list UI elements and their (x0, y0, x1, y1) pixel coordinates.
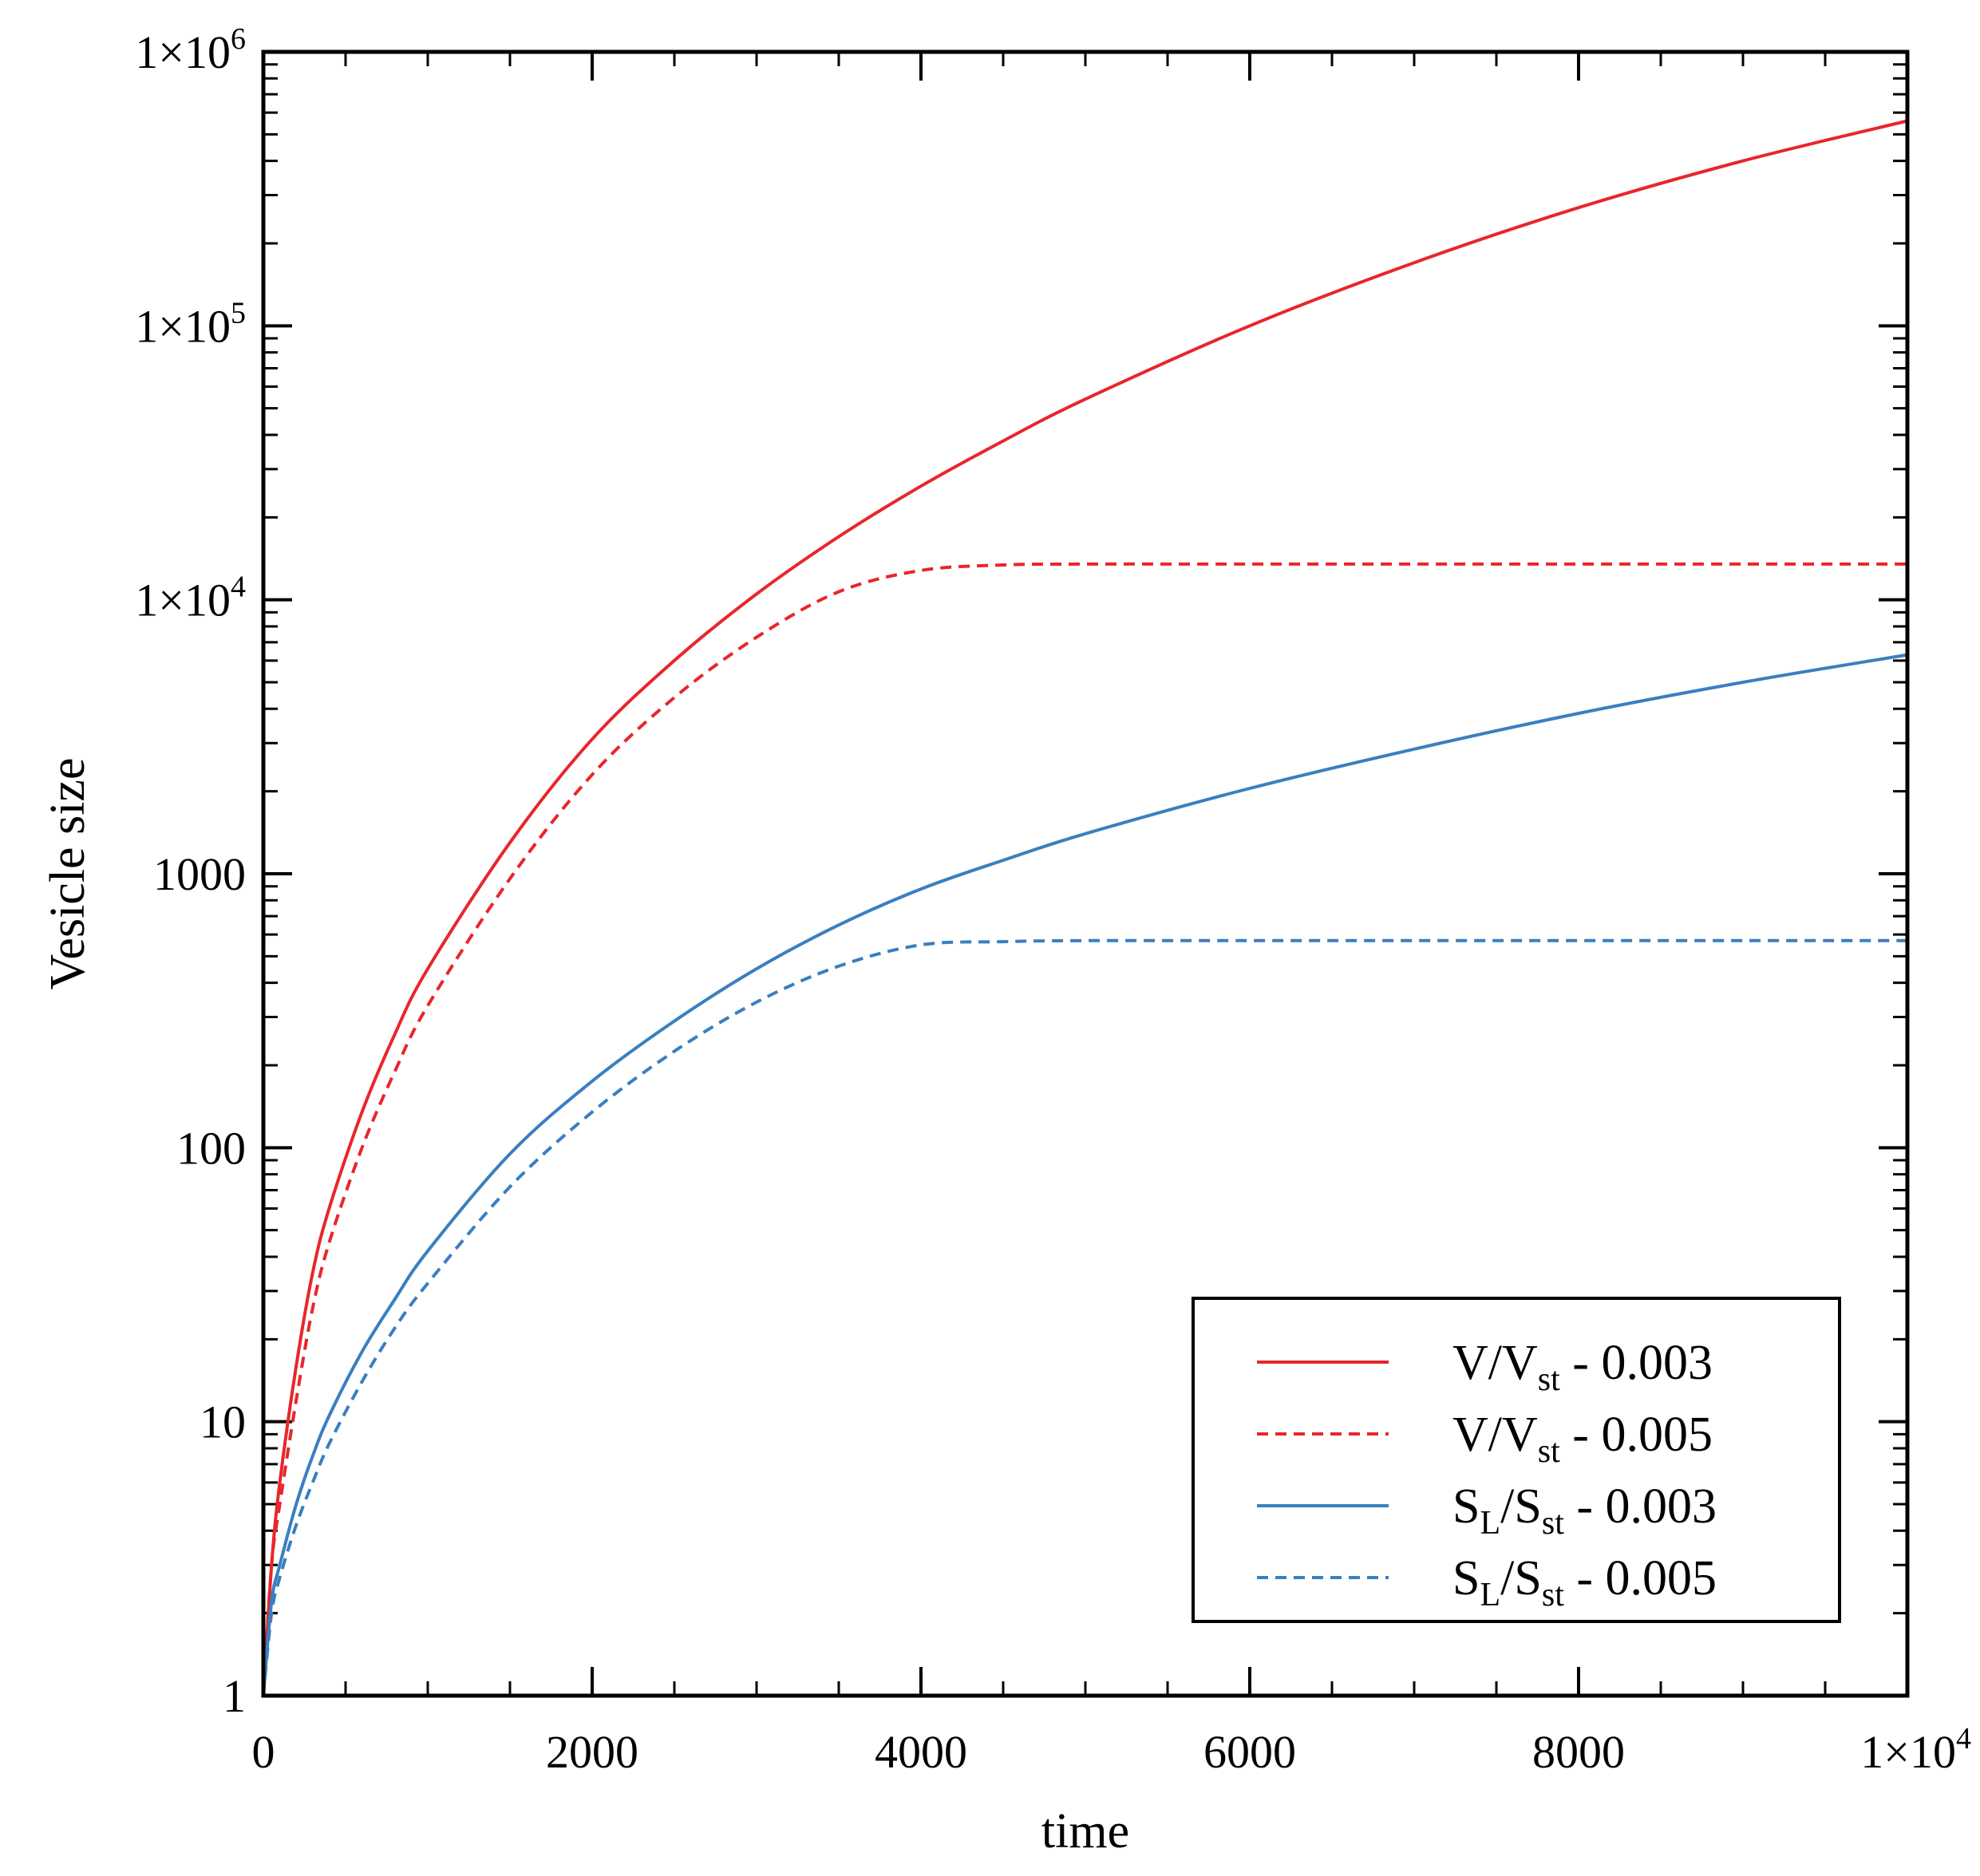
y-tick-label: 1×104 (135, 571, 246, 626)
series-group (262, 119, 1908, 1696)
y-tick-label: 1×105 (135, 296, 246, 352)
legend-subscript: L (1480, 1505, 1500, 1542)
y-tick-label-exponent: 6 (231, 22, 246, 56)
legend-label-2: V/Vst - 0.005 (1452, 1408, 1713, 1470)
x-tick-label-exponent: 4 (1956, 1722, 1971, 1756)
series-line-2 (262, 562, 1907, 1696)
legend-label-suffix: - 0.005 (1564, 1551, 1717, 1605)
legend-subscript: st (1542, 1505, 1564, 1542)
y-tick-label: 10 (200, 1396, 246, 1448)
y-axis-label: Vesicle size (41, 758, 95, 990)
series-line-3 (262, 653, 1908, 1696)
series-line-1 (262, 119, 1908, 1696)
legend-label-suffix: - 0.005 (1560, 1408, 1713, 1462)
legend-label-part: /S (1500, 1479, 1542, 1534)
x-tick-label: 0 (252, 1726, 275, 1778)
x-tick-label: 4000 (875, 1726, 967, 1778)
x-axis-label: time (1041, 1804, 1129, 1858)
legend-box (1192, 1297, 1841, 1623)
y-tick-label-exponent: 5 (231, 296, 246, 330)
legend-subscript: L (1480, 1577, 1500, 1613)
y-tick-label: 1000 (153, 848, 246, 900)
plot-frame (261, 49, 1910, 1698)
legend-label-part: /S (1500, 1551, 1542, 1605)
x-tick-label: 8000 (1532, 1726, 1625, 1778)
legend-subscript: st (1538, 1433, 1560, 1470)
x-tick-label: 6000 (1203, 1726, 1296, 1778)
series-line-4 (262, 938, 1907, 1696)
legend-label-suffix: - 0.003 (1560, 1336, 1713, 1390)
x-tick-label: 2000 (546, 1726, 638, 1778)
y-tick-label: 1 (223, 1670, 246, 1722)
legend-label-1: V/Vst - 0.003 (1452, 1336, 1713, 1398)
tick-label-group: 0 2000 4000 6000 8000 1×104 1 10 100 1000 1×104 1×1… (135, 22, 1971, 1778)
legend-label-suffix: - 0.003 (1564, 1479, 1717, 1534)
y-tick-label-exponent: 4 (231, 571, 246, 604)
y-tick-label: 100 (176, 1122, 246, 1174)
minor-tick-group (263, 52, 1907, 1696)
y-tick-label: 1×106 (135, 22, 246, 78)
legend-subscript: st (1542, 1577, 1564, 1613)
x-tick-label: 1×104 (1860, 1722, 1971, 1778)
legend-subscript: st (1538, 1361, 1560, 1398)
